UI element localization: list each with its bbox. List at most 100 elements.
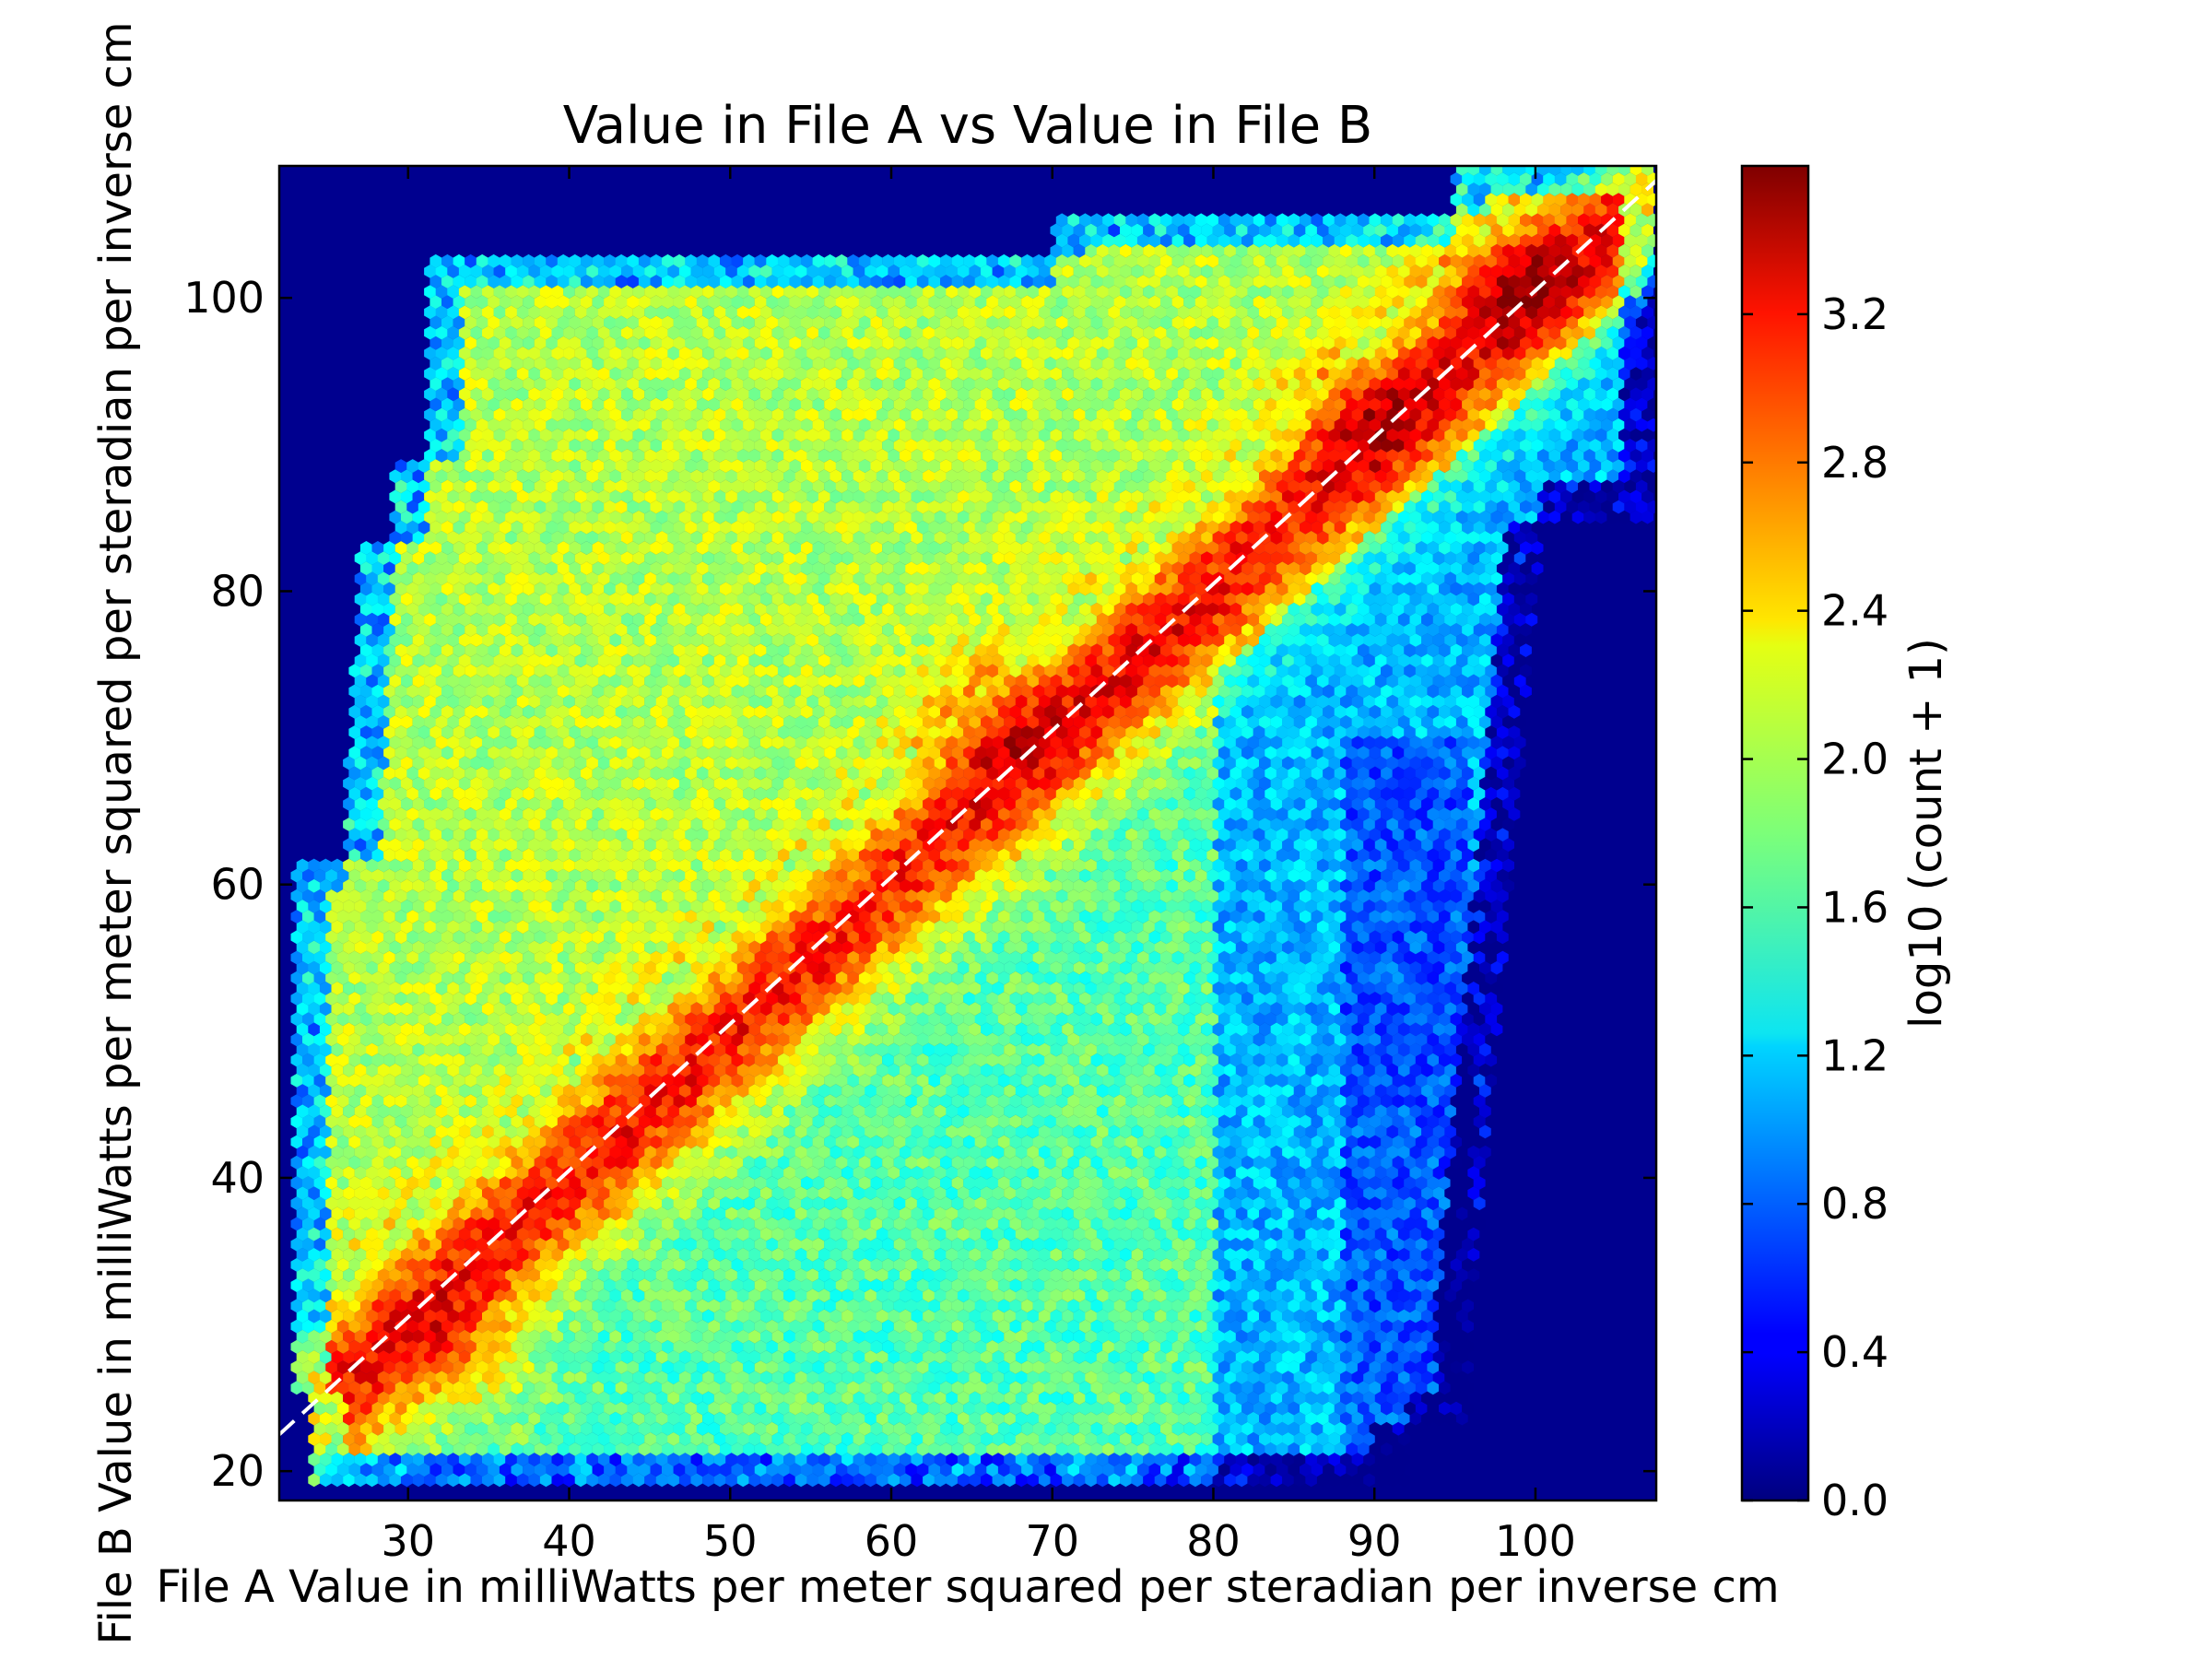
hexbin-cell <box>574 1411 587 1426</box>
hexbin-cell <box>1201 1431 1213 1446</box>
hexbin-cell <box>343 1431 355 1446</box>
hexbin-cell <box>313 1401 326 1416</box>
hexbin-cell <box>1235 1411 1248 1426</box>
hexbin-cell <box>743 1401 755 1416</box>
hexbin-cell <box>621 1473 633 1488</box>
hexbin-cell <box>412 1473 425 1488</box>
hexbin-cell <box>818 1431 830 1446</box>
hexbin-cell <box>383 1463 395 1477</box>
hexbin-cell <box>534 1401 547 1416</box>
hexbin-cell <box>1090 1442 1103 1456</box>
hexbin-cell <box>1085 1411 1098 1426</box>
hexbin-cell <box>331 1411 344 1426</box>
hexbin-cell <box>1351 1473 1364 1488</box>
hexbin-cell <box>1381 1442 1393 1456</box>
hexbin-cell <box>1340 1453 1352 1466</box>
hexbin-cell <box>1143 1473 1155 1488</box>
hexbin-cell <box>743 1442 755 1456</box>
hexbin-cell <box>655 1453 668 1466</box>
hexbin-cell <box>858 1463 871 1477</box>
hexbin-cell <box>418 1442 430 1456</box>
hexbin-cell <box>708 1421 721 1436</box>
hexbin-cell <box>801 1401 813 1416</box>
hexbin-cell <box>1212 1431 1225 1446</box>
hexbin-cell <box>1363 1473 1375 1488</box>
hexbin-cell <box>563 1453 575 1466</box>
hexbin-cell <box>1450 1401 1463 1416</box>
hexbin-cell <box>1392 1442 1405 1456</box>
hexbin-cell <box>1194 1401 1207 1416</box>
hexbin-cell <box>621 1431 633 1446</box>
hexbin-cell <box>632 1411 645 1426</box>
hexbin-cell <box>655 1411 668 1426</box>
hexbin-cell <box>806 1431 819 1446</box>
hexbin-cell <box>331 1431 344 1446</box>
hexbin-cell <box>563 1411 575 1426</box>
hexbin-cell <box>1004 1411 1016 1426</box>
hexbin-cell <box>865 1411 877 1426</box>
hexbin-cell <box>1265 1401 1277 1416</box>
hexbin-cell <box>893 1442 906 1456</box>
hexbin-cell <box>963 1421 975 1436</box>
hexbin-cell <box>377 1473 390 1488</box>
hexbin-cell <box>997 1463 1010 1477</box>
hexbin-cell <box>789 1401 802 1416</box>
hexbin-cell <box>394 1421 407 1436</box>
hexbin-cell <box>325 1463 337 1477</box>
hexbin-cell <box>447 1411 460 1426</box>
hexbin-cell <box>1369 1401 1382 1416</box>
hexbin-cell <box>876 1473 888 1488</box>
hexbin-cell <box>1288 1401 1300 1416</box>
hexbin-cell <box>429 1442 442 1456</box>
hexbin-cell <box>511 1421 524 1436</box>
hexbin-cell <box>835 1442 848 1456</box>
hexbin-cell <box>644 1411 656 1426</box>
hexbin-cell <box>1323 1401 1335 1416</box>
hexbin-cell <box>974 1463 987 1477</box>
hexbin-cell <box>1300 1401 1312 1416</box>
hexbin-cell <box>1194 1421 1207 1436</box>
hexbin-cell <box>343 1391 355 1406</box>
hexbin-cell <box>638 1463 651 1477</box>
hexbin-cell <box>783 1473 795 1488</box>
hexbin-cell <box>678 1431 691 1446</box>
hexbin-cell <box>1108 1411 1121 1426</box>
hexbin-cell <box>447 1453 460 1466</box>
hexbin-cell <box>1247 1431 1260 1446</box>
hexbin-cell <box>696 1463 709 1477</box>
hexbin-cell <box>1183 1442 1195 1456</box>
hexbin-cell <box>760 1473 772 1488</box>
hexbin-cell <box>441 1421 453 1436</box>
hexbin-cell <box>696 1421 709 1436</box>
hexbin-cell <box>1288 1421 1300 1436</box>
hexbin-cell <box>615 1401 628 1416</box>
hexbin-cell <box>1444 1411 1457 1426</box>
hexbin-cell <box>794 1431 807 1446</box>
hexbin-cell <box>1044 1463 1057 1477</box>
hexbin-cell <box>632 1453 645 1466</box>
hexbin-cell <box>783 1431 795 1446</box>
hexbin-cell <box>424 1411 436 1426</box>
hexbin-cell <box>383 1401 395 1416</box>
hexbin-cell <box>308 1473 321 1488</box>
hexbin-cell <box>516 1431 529 1446</box>
hexbin-cell <box>1259 1411 1271 1426</box>
hexbin-cell <box>546 1421 559 1436</box>
hexbin-cell <box>1316 1411 1329 1426</box>
hexbin-cell <box>865 1473 877 1488</box>
hexbin-cell <box>1230 1421 1242 1436</box>
hexbin-cell <box>974 1442 987 1456</box>
hexbin-cell <box>1009 1463 1022 1477</box>
hexbin-cell <box>539 1411 552 1426</box>
hexbin-cell <box>835 1463 848 1477</box>
hexbin-cell <box>424 1453 436 1466</box>
hexbin-cell <box>447 1391 460 1406</box>
hexbin-cell <box>888 1431 900 1446</box>
hexbin-cell <box>319 1411 332 1426</box>
hexbin-cell <box>963 1442 975 1456</box>
hexbin-cell <box>923 1473 935 1488</box>
hexbin-cell <box>766 1442 779 1456</box>
hexbin-cell <box>539 1431 552 1446</box>
hexbin-cell <box>493 1391 506 1406</box>
hexbin-cell <box>865 1453 877 1466</box>
